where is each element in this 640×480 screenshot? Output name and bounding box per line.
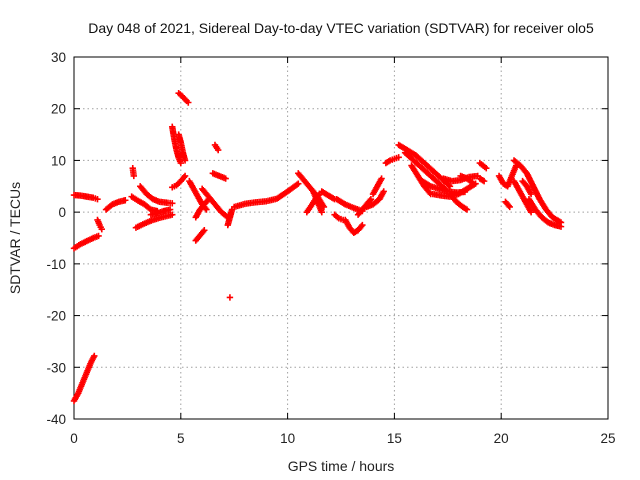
chart-title: Day 048 of 2021, Sidereal Day-to-day VTE… [88,20,594,36]
x-tick-label: 25 [600,431,615,446]
x-axis-title: GPS time / hours [288,458,395,474]
grid-lines [74,57,608,419]
data-point [166,206,174,213]
data-point [527,208,535,216]
data-point [214,146,222,154]
x-tick-label: 20 [494,431,509,446]
data-point [557,223,565,230]
data-point [395,154,402,161]
y-tick-label: 10 [51,153,66,168]
y-tick-label: 0 [58,205,66,220]
x-tick-label: 0 [70,431,78,446]
data-point [122,197,129,204]
data-point [527,190,535,198]
data-point [203,206,210,213]
data-point-fill [505,202,512,209]
data-point [318,208,325,216]
data-point [91,352,98,360]
data-point [380,188,387,195]
data-point-fill [180,174,188,181]
data-point-fill [200,228,207,235]
data-point [185,99,192,106]
data-point [177,159,184,167]
data-point [98,226,105,233]
data-point [463,206,471,213]
y-tick-label: -40 [46,412,66,427]
data-point [201,227,208,234]
data-point [94,196,101,203]
data-point-fill [468,179,476,186]
data-point-fill [426,189,433,196]
x-tick-label: 15 [387,431,402,446]
x-tick-label: 10 [280,431,295,446]
data-point [222,175,229,182]
data-point [169,211,176,218]
data-point [378,175,385,182]
x-tick-label: 5 [177,431,185,446]
y-tick-label: -10 [46,257,66,272]
y-tick-label: 30 [51,50,66,65]
data-points [70,90,565,405]
y-tick-label: -30 [46,360,66,375]
axis-ticks: 0 5 10 15 20 25 -40 -30 -20 -10 0 10 20 30 [46,50,615,446]
y-tick-label: 20 [51,102,66,117]
data-point [226,294,234,301]
data-point [169,200,176,207]
data-point [181,172,189,180]
data-point [446,183,454,190]
y-axis-title: SDTVAR / TECUs [7,182,23,294]
data-point [506,203,513,211]
data-point [480,177,488,185]
data-point [470,180,477,187]
y-tick-label: -20 [46,309,66,324]
plot-frame [73,56,609,420]
data-point [483,164,490,172]
data-point [181,157,189,164]
data-point [130,172,138,180]
data-point [95,232,102,240]
data-point [367,196,375,203]
data-point [359,221,366,229]
data-point [295,180,302,187]
data-point-fill [358,223,365,230]
